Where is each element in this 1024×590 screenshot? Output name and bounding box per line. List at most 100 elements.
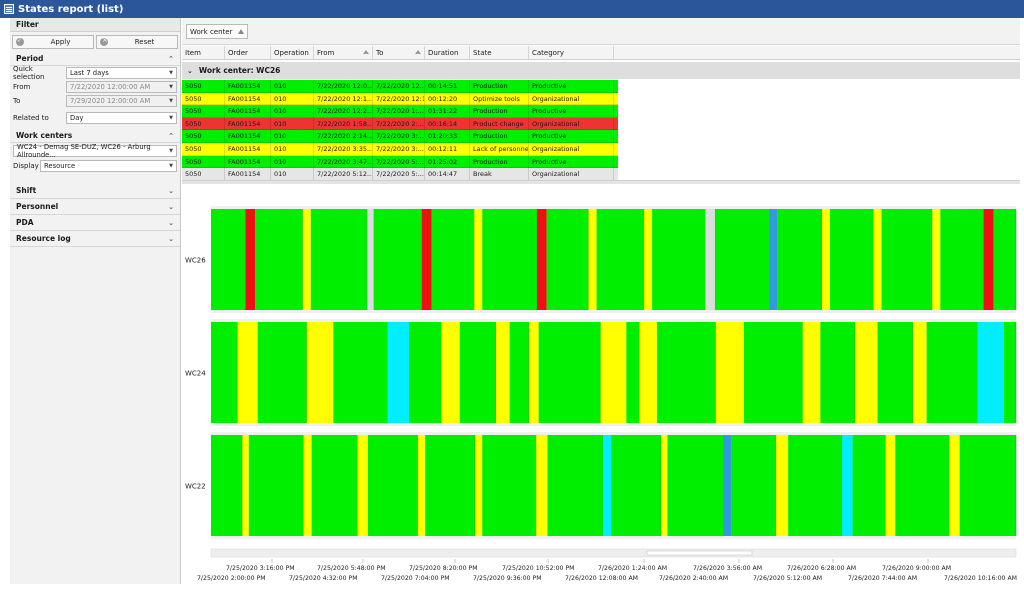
state-segment-production[interactable] (211, 322, 238, 423)
state-segment-production[interactable] (926, 322, 978, 423)
state-segment-production[interactable] (538, 322, 601, 423)
state-segment-cyan-state[interactable] (977, 322, 1004, 423)
state-segment-production[interactable] (940, 209, 984, 310)
column-header-duration[interactable]: Duration (425, 46, 470, 60)
table-row[interactable]: 5050 FA001154 010 7/22/2020 12:2... 7/22/202… (182, 105, 618, 118)
state-segment-production[interactable] (714, 209, 770, 310)
state-segment-organizational[interactable] (822, 209, 831, 310)
state-segment-organizational[interactable] (932, 209, 941, 310)
from-date-field[interactable]: 7/22/2020 12:00:00 AM ▼ (66, 81, 177, 93)
state-segment-production[interactable] (830, 209, 874, 310)
state-segment-production[interactable] (895, 435, 950, 536)
state-segment-organizational[interactable] (949, 435, 960, 536)
state-segment-organizational[interactable] (661, 435, 668, 536)
state-segment-production[interactable] (547, 435, 604, 536)
state-segment-production[interactable] (656, 322, 716, 423)
to-date-field[interactable]: 7/29/2020 12:00:00 AM ▼ (66, 95, 177, 107)
state-segment-production[interactable] (409, 322, 442, 423)
state-segment-production[interactable] (257, 322, 307, 423)
quick-selection-dropdown[interactable]: Last 7 days ▼ (66, 67, 177, 79)
scrollbar-thumb[interactable] (646, 550, 753, 556)
personnel-section-header[interactable]: Personnel ⌄ (10, 199, 180, 215)
state-segment-organizational[interactable] (885, 435, 896, 536)
state-segment-organizational[interactable] (588, 209, 597, 310)
state-segment-organizational[interactable] (855, 322, 878, 423)
state-segment-production[interactable] (877, 322, 913, 423)
state-segment-break[interactable] (705, 209, 715, 310)
state-segment-organizational[interactable] (912, 322, 927, 423)
state-segment-blue-state[interactable] (769, 209, 778, 310)
pda-section-header[interactable]: PDA ⌄ (10, 215, 180, 231)
table-row[interactable]: 5050 FA001154 010 7/22/2020 3:35... 7/22/202… (182, 142, 618, 156)
resource-log-section-header[interactable]: Resource log ⌄ (10, 231, 180, 247)
state-segment-production[interactable] (431, 209, 475, 310)
state-segment-production[interactable] (1003, 322, 1016, 423)
state-segment-product-change[interactable] (537, 209, 547, 310)
state-segment-production[interactable] (425, 435, 476, 536)
state-segment-product-change[interactable] (245, 209, 256, 310)
state-segment-production[interactable] (667, 435, 724, 536)
state-segment-production[interactable] (310, 209, 368, 310)
state-segment-product-change[interactable] (983, 209, 994, 310)
state-segment-production[interactable] (743, 322, 803, 423)
work-centers-dropdown[interactable]: WC24 - Demag SE-DUZ, WC26 - Arburg Allro… (13, 143, 177, 159)
state-segment-organizational[interactable] (528, 322, 539, 423)
state-segment-production[interactable] (881, 209, 933, 310)
state-segment-production[interactable] (611, 435, 661, 536)
state-segment-production[interactable] (255, 209, 303, 310)
column-header-state[interactable]: State (470, 46, 529, 60)
state-segment-organizational[interactable] (715, 322, 744, 423)
state-segment-production[interactable] (652, 209, 706, 310)
display-dropdown[interactable]: Resource ▼ (40, 160, 177, 172)
state-segment-production[interactable] (211, 209, 246, 310)
column-header-category[interactable]: Category (529, 46, 614, 60)
state-segment-cyan-state[interactable] (387, 322, 410, 423)
state-segment-organizational[interactable] (237, 322, 258, 423)
state-segment-organizational[interactable] (495, 322, 510, 423)
state-segment-organizational[interactable] (242, 435, 249, 536)
state-segment-organizational[interactable] (474, 209, 483, 310)
related-to-dropdown[interactable]: Day ▼ (66, 112, 177, 124)
state-segment-organizational[interactable] (802, 322, 821, 423)
work-centers-section-header[interactable]: Work centers ⌃ (10, 129, 180, 143)
state-segment-organizational[interactable] (302, 209, 311, 310)
table-row[interactable]: 5050 FA001154 010 7/22/2020 5:12... 7/22/202… (182, 168, 618, 181)
state-segment-production[interactable] (788, 435, 843, 536)
state-segment-organizational[interactable] (441, 322, 460, 423)
period-section-header[interactable]: Period ⌃ (10, 52, 180, 66)
state-segment-production[interactable] (731, 435, 777, 536)
state-segment-organizational[interactable] (600, 322, 627, 423)
state-segment-production[interactable] (993, 209, 1016, 310)
state-segment-organizational[interactable] (417, 435, 426, 536)
state-segment-organizational[interactable] (639, 322, 657, 423)
state-segment-product-change[interactable] (421, 209, 432, 310)
state-segment-production[interactable] (482, 435, 537, 536)
state-segment-organizational[interactable] (306, 322, 334, 423)
table-row[interactable]: 5050 FA001154 010 7/22/2020 2:14... 7/22/202… (182, 130, 618, 143)
shift-section-header[interactable]: Shift ⌄ (10, 183, 180, 199)
state-segment-production[interactable] (482, 209, 538, 310)
apply-button[interactable]: Apply (12, 35, 94, 49)
state-segment-organizational[interactable] (644, 209, 653, 310)
state-segment-production[interactable] (459, 322, 496, 423)
state-segment-production[interactable] (959, 435, 1016, 536)
state-segment-production[interactable] (333, 322, 388, 423)
column-header-to[interactable]: To (373, 46, 425, 60)
state-segment-organizational[interactable] (776, 435, 789, 536)
group-by-work-center-chip[interactable]: Work center (186, 24, 248, 39)
state-segment-blue-state[interactable] (723, 435, 732, 536)
table-row[interactable]: 5050 FA001154 010 7/22/2020 12:1... 7/22/202… (182, 92, 618, 106)
state-segment-organizational[interactable] (873, 209, 882, 310)
state-segment-cyan-state[interactable] (603, 435, 612, 536)
state-segment-organizational[interactable] (536, 435, 548, 536)
horizontal-scrollbar[interactable] (210, 548, 1017, 558)
state-segment-production[interactable] (852, 435, 886, 536)
group-row-wc26[interactable]: ⌄ Work center: WC26 (182, 62, 1020, 79)
state-segment-production[interactable] (820, 322, 855, 423)
state-segment-production[interactable] (311, 435, 358, 536)
state-segment-production[interactable] (373, 209, 422, 310)
column-header-order[interactable]: Order (225, 46, 271, 60)
table-row[interactable]: 5050 FA001154 010 7/22/2020 12:0... 7/22/202… (182, 80, 618, 93)
state-segment-organizational[interactable] (303, 435, 312, 536)
state-segment-cyan-state[interactable] (842, 435, 853, 536)
